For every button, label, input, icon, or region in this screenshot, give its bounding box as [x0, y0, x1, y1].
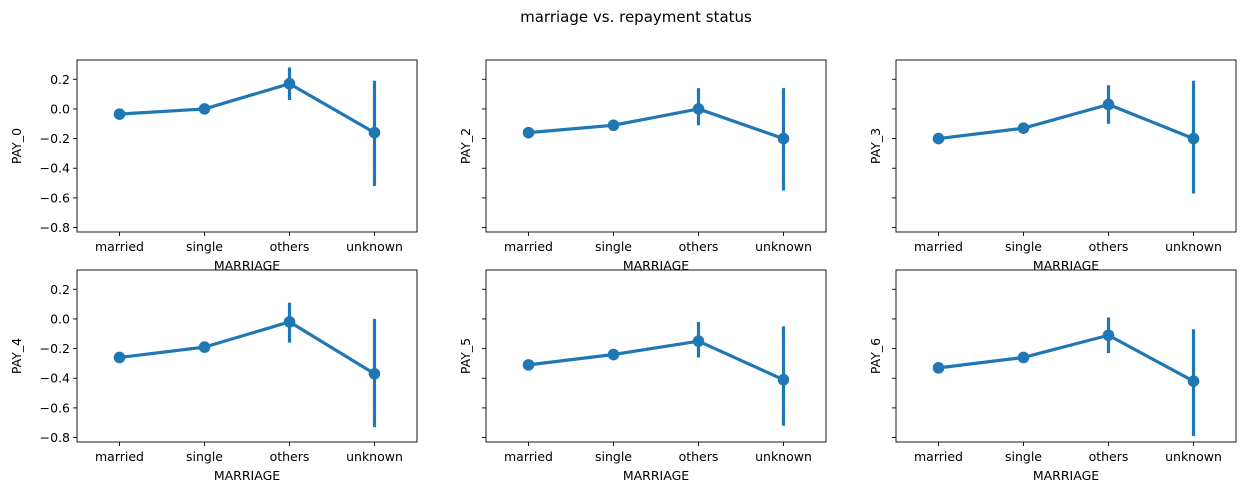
subplot-pay-5: married single others unknown MARRIAGE PAY_5 — [458, 269, 827, 483]
x-tick-label: married — [95, 239, 144, 254]
data-point — [113, 108, 126, 120]
x-tick-label: others — [270, 239, 310, 254]
data-point — [522, 359, 535, 371]
y-tick-label: −0.4 — [40, 371, 70, 386]
data-point — [368, 367, 381, 380]
data-point — [932, 362, 945, 374]
x-tick-label: married — [914, 239, 963, 254]
y-tick-label: 0.2 — [50, 282, 70, 297]
series-line — [528, 107, 785, 141]
x-tick-label: unknown — [1165, 449, 1222, 464]
y-tick-label: −0.6 — [40, 190, 70, 205]
data-point — [283, 77, 296, 90]
axes-frame — [895, 269, 1237, 443]
subplot-pay-6: married single others unknown MARRIAGE PAY_6 — [868, 269, 1237, 483]
x-tick-label: unknown — [346, 239, 403, 254]
x-tick-label: single — [595, 239, 632, 254]
data-point — [777, 132, 790, 145]
x-tick-label: others — [270, 449, 310, 464]
x-tick-label: single — [186, 449, 223, 464]
axes-frame — [485, 59, 827, 233]
data-point — [283, 316, 296, 328]
axes-frame — [485, 269, 827, 443]
x-axis-label: MARRIAGE — [623, 258, 689, 273]
data-point — [198, 103, 211, 115]
data-point — [692, 103, 705, 115]
data-point — [777, 373, 790, 386]
x-axis-label: MARRIAGE — [1033, 468, 1099, 483]
series-line — [938, 102, 1195, 141]
y-tick-label: 0.0 — [50, 311, 70, 326]
x-tick-label: married — [95, 449, 144, 464]
data-point — [607, 348, 620, 361]
series-line — [119, 82, 376, 135]
series-line — [938, 333, 1195, 383]
x-tick-label: others — [1089, 449, 1129, 464]
axes-frame — [76, 269, 418, 443]
series-line — [528, 339, 785, 382]
y-tick-label: −0.8 — [40, 430, 70, 445]
x-tick-label: unknown — [346, 449, 403, 464]
axes-frame — [895, 59, 1237, 233]
y-tick-label: −0.2 — [40, 341, 70, 356]
x-axis-label: MARRIAGE — [214, 258, 280, 273]
x-tick-label: single — [1005, 239, 1042, 254]
x-tick-label: single — [595, 449, 632, 464]
subplot-pay-3: married single others unknown MARRIAGE PAY_3 — [868, 59, 1237, 273]
figure-title: marriage vs. repayment status — [520, 8, 752, 26]
x-axis-label: MARRIAGE — [214, 468, 280, 483]
y-tick-label: −0.6 — [40, 400, 70, 415]
y-axis-label: PAY_0 — [9, 128, 24, 164]
data-point — [692, 335, 705, 347]
subplot-grid: 0.2 0.0 −0.2 −0.4 −0.6 −0.8 married single other… — [9, 59, 1237, 483]
x-tick-label: married — [504, 239, 553, 254]
data-point — [198, 341, 211, 353]
x-axis-label: MARRIAGE — [623, 468, 689, 483]
axes-frame — [76, 59, 418, 233]
data-point — [113, 351, 126, 364]
y-tick-label: 0.2 — [50, 72, 70, 87]
x-tick-label: others — [1089, 239, 1129, 254]
y-axis-label: PAY_5 — [458, 338, 473, 374]
x-tick-label: unknown — [755, 449, 812, 464]
data-point — [1102, 329, 1115, 342]
data-point — [607, 119, 620, 132]
data-point — [368, 126, 381, 139]
data-point — [1102, 98, 1115, 111]
x-tick-label: others — [679, 239, 719, 254]
subplot-pay-4: 0.2 0.0 −0.2 −0.4 −0.6 −0.8 married single other… — [9, 269, 418, 483]
subplot-pay-0: 0.2 0.0 −0.2 −0.4 −0.6 −0.8 married single other… — [9, 59, 418, 273]
x-tick-label: unknown — [1165, 239, 1222, 254]
x-tick-label: married — [504, 449, 553, 464]
y-axis-label: PAY_6 — [868, 338, 883, 374]
data-point — [522, 126, 535, 139]
series-line — [119, 320, 376, 376]
y-tick-label: −0.2 — [40, 131, 70, 146]
x-tick-label: unknown — [755, 239, 812, 254]
data-point — [932, 132, 945, 145]
y-axis-label: PAY_3 — [868, 128, 883, 164]
data-point — [1187, 375, 1200, 388]
x-tick-label: married — [914, 449, 963, 464]
x-axis-label: MARRIAGE — [1033, 258, 1099, 273]
data-point — [1017, 122, 1030, 135]
x-tick-label: single — [186, 239, 223, 254]
y-tick-label: −0.8 — [40, 220, 70, 235]
y-tick-label: 0.0 — [50, 101, 70, 116]
data-point — [1017, 351, 1030, 364]
data-point — [1187, 132, 1200, 145]
y-axis-label: PAY_2 — [458, 128, 473, 164]
y-axis-label: PAY_4 — [9, 338, 24, 374]
subplot-pay-2: married single others unknown MARRIAGE PAY_2 — [458, 59, 827, 273]
x-tick-label: others — [679, 449, 719, 464]
y-tick-label: −0.4 — [40, 161, 70, 176]
x-tick-label: single — [1005, 449, 1042, 464]
